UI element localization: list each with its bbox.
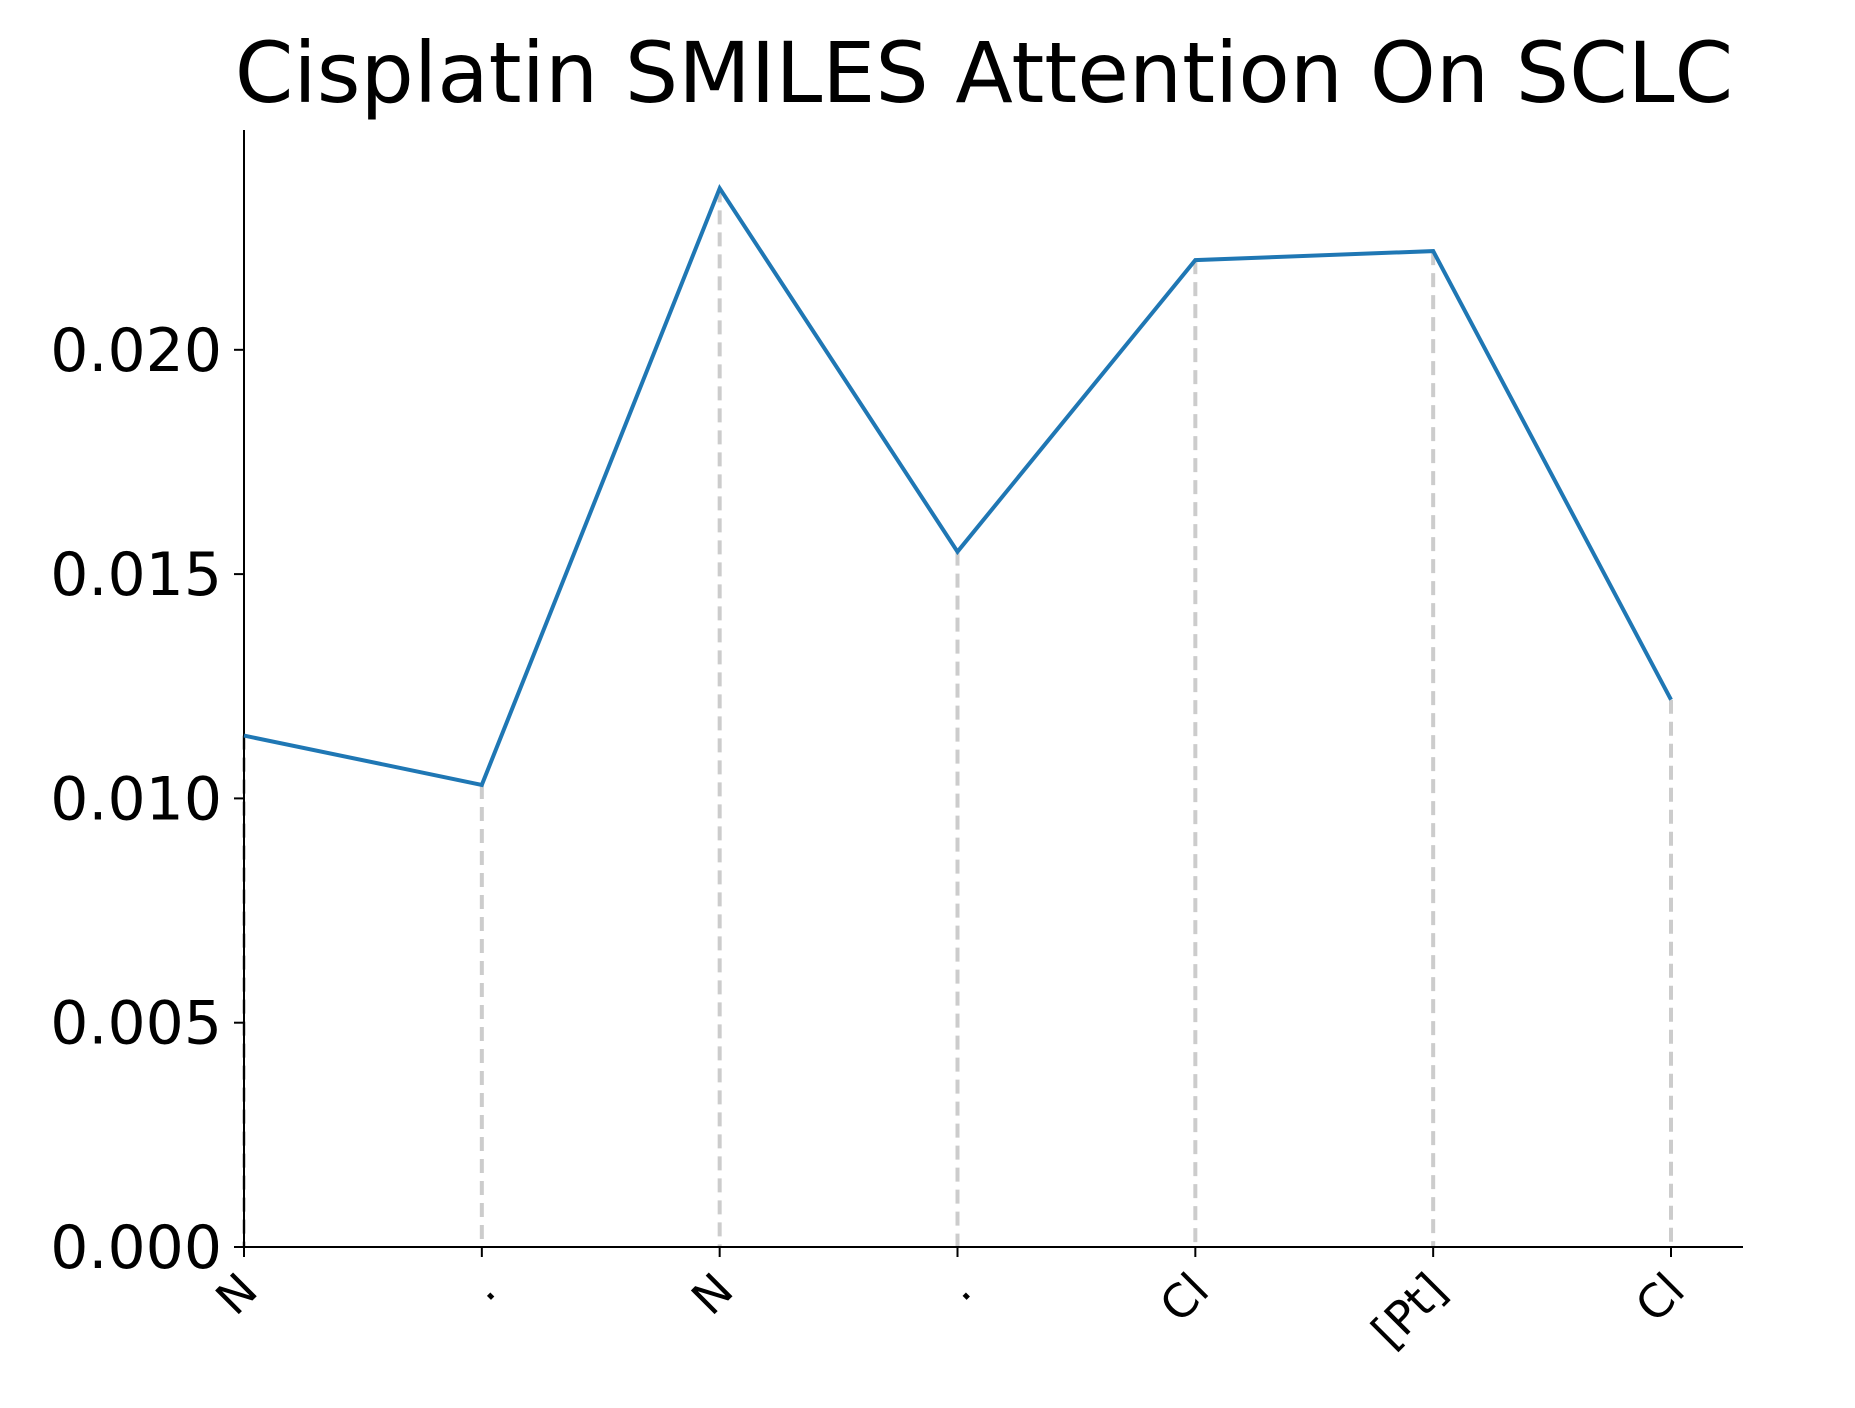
xtick-label-6: Cl: [1625, 1263, 1695, 1333]
drop-lines: [242, 188, 1673, 1247]
chart-title: Cisplatin SMILES Attention On SCLC: [235, 24, 1733, 122]
ytick-label-1: 0.005: [50, 989, 222, 1059]
ytick-label-0: 0.000: [50, 1213, 222, 1283]
xtick-label-1: .: [457, 1263, 506, 1312]
x-ticks: N. N. Cl [Pt] Cl: [205, 1247, 1695, 1359]
xtick-label-2: N: [681, 1263, 744, 1326]
series-line-attention: [243, 183, 1673, 788]
xtick-label-3: .: [933, 1263, 982, 1312]
xtick-label-4: Cl: [1149, 1263, 1219, 1333]
ytick-label-4: 0.020: [50, 316, 222, 386]
ytick-label-2: 0.010: [50, 764, 222, 834]
xtick-label-5: [Pt]: [1361, 1263, 1457, 1359]
series-group: [243, 183, 1673, 788]
ytick-label-3: 0.015: [50, 540, 222, 610]
y-ticks: 0.000 0.005 0.010 0.015 0.020: [50, 316, 244, 1283]
